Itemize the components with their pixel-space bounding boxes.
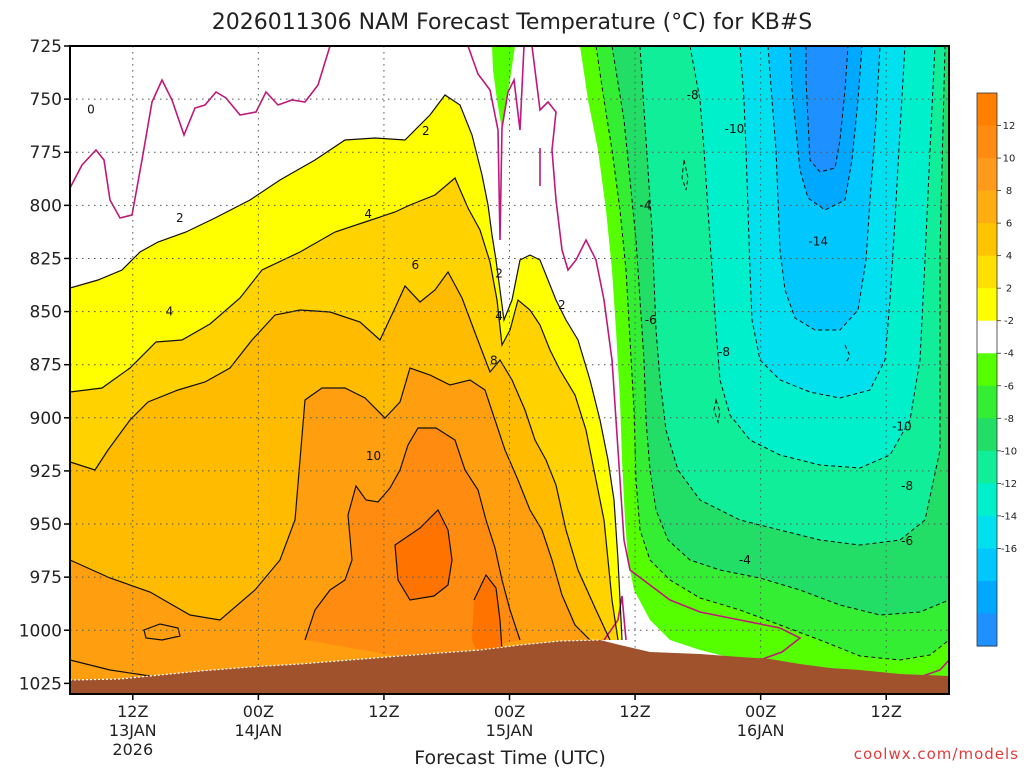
chart-title: 2026011306 NAM Forecast Temperature (°C)… <box>212 10 813 35</box>
contour-label: -4 <box>640 198 652 212</box>
terrain-edge <box>70 639 601 681</box>
colorbar: 12 10 8 6 4 2 -2 -4 -6 -8 -10 -12 -14 -16 <box>976 92 1017 647</box>
contour-label: -10 <box>892 419 912 433</box>
y-tick-label: 1025 <box>19 674 62 694</box>
x-tick-date: 14JAN <box>234 721 282 740</box>
plot-area: 0 2 2 2 2 4 4 4 6 8 10 -4 -4 -6 -6 -8 -8 -8 -10 -10 -14 <box>70 46 949 694</box>
contour-label: 2 <box>495 266 503 280</box>
colorbar-swatch <box>977 515 997 550</box>
contour-label: -6 <box>645 313 657 327</box>
contour-label: 4 <box>364 207 372 221</box>
x-axis-label: Forecast Time (UTC) <box>414 747 605 768</box>
grid-lines <box>70 46 949 694</box>
colorbar-label: -16 <box>1001 544 1017 555</box>
contour-label: 0 <box>87 103 95 117</box>
x-tick-date: 13JAN <box>109 721 157 740</box>
contour-label: -8 <box>901 479 913 493</box>
contour-label: -10 <box>725 122 745 136</box>
y-tick-label: 1000 <box>19 621 62 641</box>
colorbar-swatch <box>977 385 997 419</box>
contour-label: 6 <box>412 258 420 272</box>
x-tick-time: 12Z <box>368 702 399 721</box>
colorbar-swatch <box>977 580 997 615</box>
x-tick-time: 00Z <box>494 702 525 721</box>
credit-link[interactable]: coolwx.com/models <box>854 745 1019 763</box>
terrain <box>70 640 949 694</box>
x-tick-time: 12Z <box>871 702 902 721</box>
colorbar-label: 4 <box>1006 251 1012 262</box>
cold-contours <box>595 46 949 661</box>
colorbar-swatch <box>977 223 997 257</box>
colorbar-label: -10 <box>1001 446 1017 457</box>
contour-label: 2 <box>176 211 184 225</box>
fill-12plus <box>395 510 452 600</box>
colorbar-label: -14 <box>1001 511 1017 522</box>
colorbar-label: -6 <box>1004 381 1014 392</box>
colorbar-label: 10 <box>1003 154 1016 165</box>
fill-12plus-b <box>472 575 502 660</box>
x-tick-time: 12Z <box>619 702 650 721</box>
colorbar-swatch <box>977 483 997 517</box>
warm-contours <box>70 94 623 681</box>
y-tick-label: 975 <box>30 568 62 588</box>
contour-label: 4 <box>166 305 174 319</box>
contour-label: -14 <box>808 234 828 248</box>
colorbar-label: -8 <box>1004 414 1014 425</box>
contour-label: 10 <box>366 449 381 463</box>
colorbar-frame <box>976 92 998 647</box>
colorbar-swatch <box>977 548 997 582</box>
y-tick-label: 850 <box>30 303 62 323</box>
colorbar-label: 12 <box>1003 121 1016 132</box>
colorbar-label: 8 <box>1006 186 1012 197</box>
colorbar-swatch <box>977 320 997 354</box>
y-tick-label: 825 <box>30 249 62 269</box>
x-tick-year: 2026 <box>112 740 153 759</box>
colorbar-swatch <box>977 190 997 224</box>
colorbar-label: -12 <box>1001 479 1017 490</box>
colorbar-swatch <box>977 158 997 192</box>
fill-wedge <box>492 46 515 130</box>
colorbar-swatch <box>977 353 997 387</box>
contour-label: 8 <box>490 353 498 367</box>
contour-label: 4 <box>495 309 503 323</box>
y-tick-label: 725 <box>30 37 62 57</box>
colorbar-swatch <box>977 93 997 127</box>
y-tick-label: 775 <box>30 143 62 163</box>
y-tick-label: 950 <box>30 515 62 535</box>
contour-labels: 0 2 2 2 2 4 4 4 6 8 10 -4 -4 -6 -6 -8 -8 -8 -10 -10 -14 <box>87 88 913 567</box>
x-tick-date: 15JAN <box>486 721 534 740</box>
contour-label: -6 <box>901 534 913 548</box>
y-tick-label: 800 <box>30 196 62 216</box>
x-tick-time: 00Z <box>243 702 274 721</box>
x-tick-time: 00Z <box>745 702 776 721</box>
x-tick-date: 16JAN <box>737 721 785 740</box>
colorbar-label: 2 <box>1006 284 1012 295</box>
colorbar-swatch <box>977 255 997 289</box>
colorbar-swatch <box>977 288 997 322</box>
contour-label: 2 <box>558 298 566 312</box>
contour-label: 2 <box>422 124 430 138</box>
colorbar-swatch <box>977 450 997 484</box>
colorbar-label: -2 <box>1004 316 1014 327</box>
y-axis: 725 750 775 800 825 850 875 900 925 950 975 1000 102… <box>19 37 70 694</box>
colorbar-swatch <box>977 418 997 452</box>
contour-label: -8 <box>718 345 730 359</box>
contour-label: -8 <box>687 88 699 102</box>
contour-label: -4 <box>739 553 751 567</box>
colorbar-label: 6 <box>1006 219 1012 230</box>
colorbar-swatch <box>977 125 997 159</box>
fill-m16 <box>806 46 848 172</box>
y-tick-label: 925 <box>30 462 62 482</box>
colorbar-label: -4 <box>1004 349 1014 360</box>
y-tick-label: 875 <box>30 356 62 376</box>
colorbar-swatch <box>977 613 997 647</box>
y-tick-label: 750 <box>30 90 62 110</box>
y-tick-label: 900 <box>30 409 62 429</box>
x-tick-time: 12Z <box>117 702 148 721</box>
